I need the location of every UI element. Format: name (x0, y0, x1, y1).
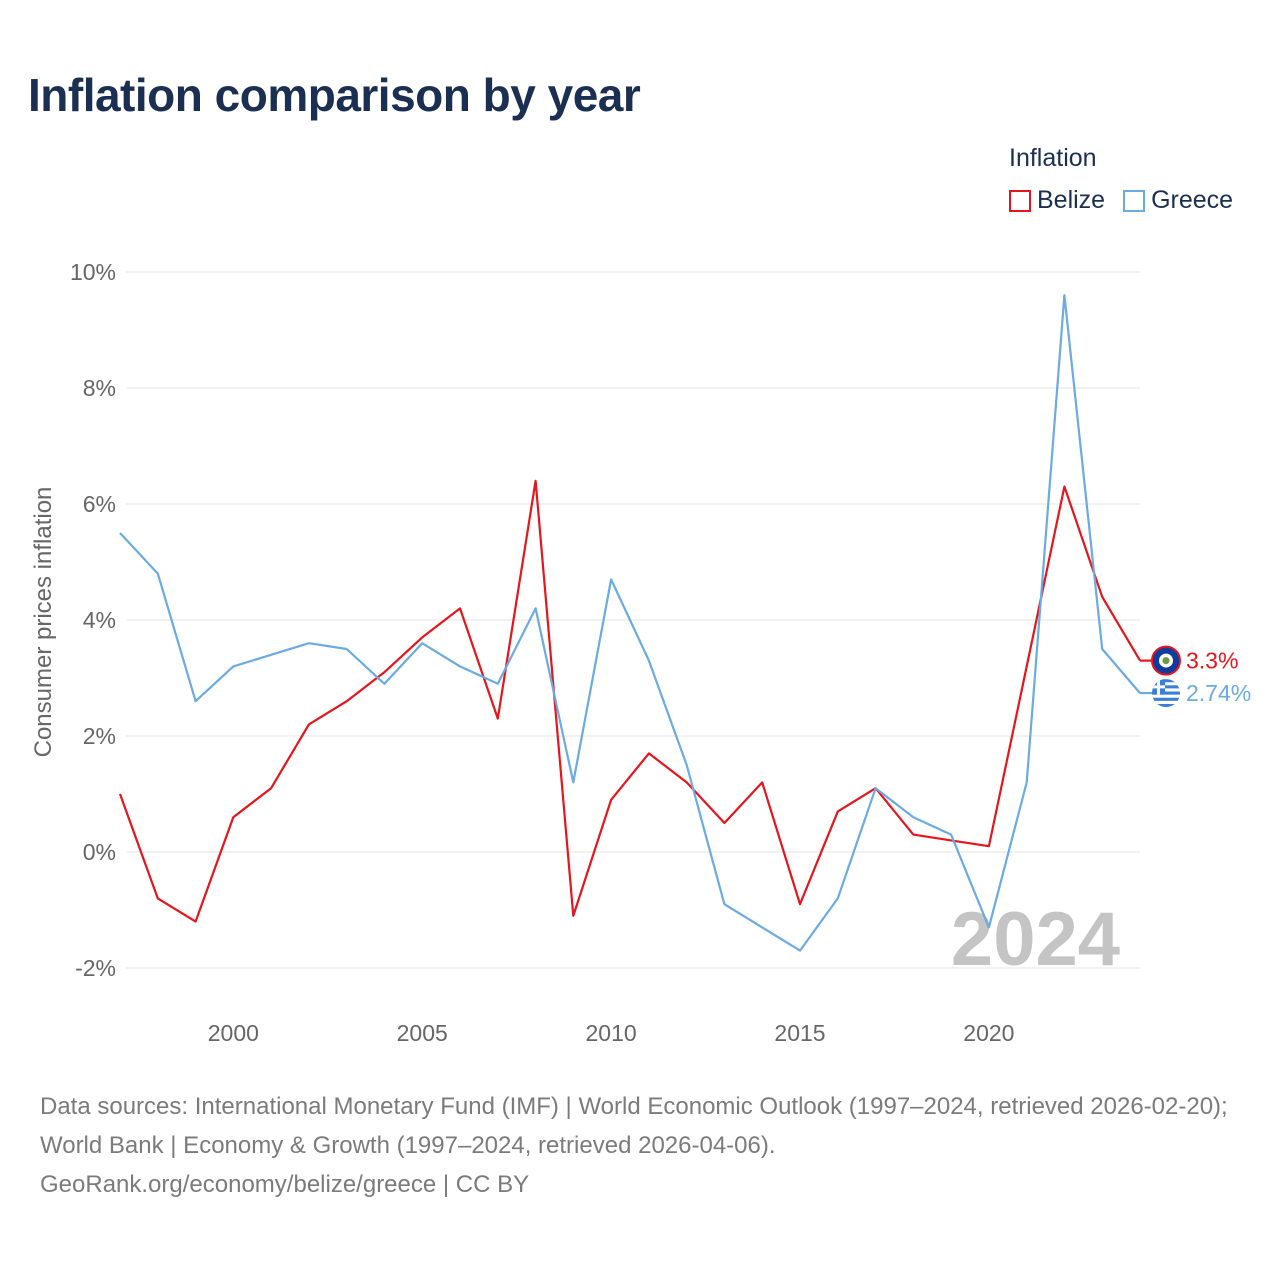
legend-title: Inflation (1009, 144, 1097, 172)
x-tick-label: 2020 (963, 1020, 1014, 1046)
legend: Belize Greece (1009, 186, 1233, 215)
legend-item-belize[interactable]: Belize (1009, 186, 1105, 215)
greece-flag-icon (1152, 679, 1180, 708)
year-watermark: 2024 (951, 897, 1120, 982)
end-value-label-belize: 3.3% (1186, 648, 1238, 674)
y-axis-label: Consumer prices inflation (30, 487, 57, 758)
legend-label-belize: Belize (1037, 186, 1106, 214)
x-tick-label: 2015 (774, 1020, 825, 1046)
y-tick-label: 0% (83, 839, 116, 865)
legend-swatch-belize (1009, 189, 1031, 212)
x-tick-label: 2000 (208, 1020, 259, 1046)
legend-item-greece[interactable]: Greece (1123, 186, 1233, 215)
series-line-greece[interactable] (119, 294, 1141, 952)
end-value-label-greece: 2.74% (1186, 680, 1251, 706)
y-tick-label: 2% (83, 723, 116, 749)
belize-flag-icon (1151, 645, 1181, 676)
legend-swatch-greece (1123, 189, 1146, 212)
y-tick-label: 4% (83, 607, 116, 633)
y-tick-label: 6% (83, 491, 116, 517)
credit-link[interactable]: GeoRank.org/economy/belize/greece | CC B… (40, 1171, 530, 1198)
chart-title: Inflation comparison by year (28, 69, 641, 121)
y-tick-label: -2% (75, 955, 116, 981)
y-tick-label: 10% (70, 259, 116, 285)
x-tick-label: 2005 (397, 1020, 448, 1046)
data-sources-text: Data sources: International Monetary Fun… (40, 1093, 1228, 1159)
x-tick-label: 2010 (586, 1020, 637, 1046)
legend-label-greece: Greece (1151, 186, 1234, 214)
footer: Data sources: International Monetary Fun… (40, 1087, 1250, 1204)
series-line-belize[interactable] (118, 479, 1141, 923)
y-tick-label: 8% (83, 375, 116, 401)
